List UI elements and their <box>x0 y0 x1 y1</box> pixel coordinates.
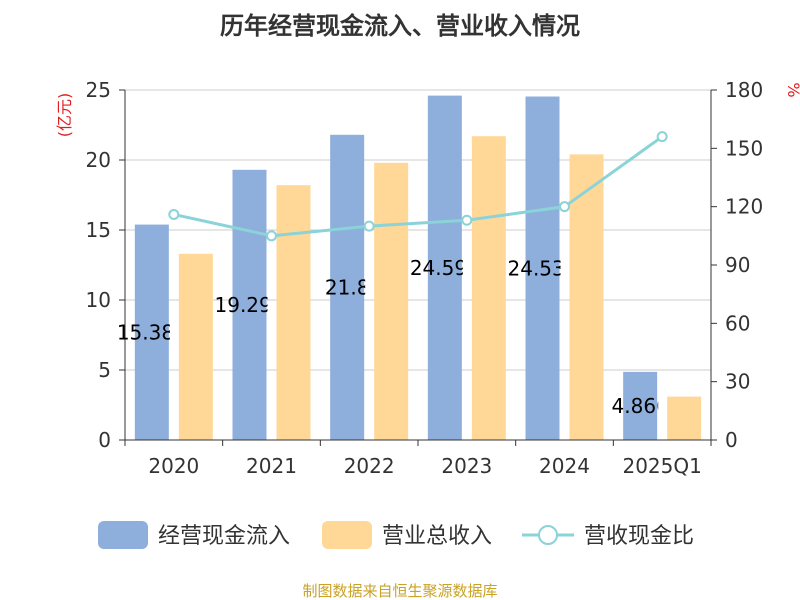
data-label-2025Q1: 4.866 <box>612 394 669 418</box>
bar-revenue-2021 <box>276 185 311 440</box>
data-label-2024: 24.534 <box>508 256 578 280</box>
data-label-2022: 21.8 <box>325 275 370 299</box>
bar-revenue-2020 <box>178 253 213 440</box>
x-tick-label: 2020 <box>148 454 199 478</box>
x-tick-label: 2025Q1 <box>622 454 701 478</box>
legend-swatch-revenue <box>322 521 372 549</box>
y-left-tick-label: 25 <box>86 78 111 102</box>
chart-title: 历年经营现金流入、营业收入情况 <box>220 12 580 40</box>
x-tick-label: 2023 <box>441 454 492 478</box>
axes: 0 5 10 15 20 25 0 30 60 90 120 150 180 2020 2021 2022 20… <box>86 78 764 478</box>
bar-revenue-2024 <box>569 154 604 440</box>
source-note: 制图数据来自恒生聚源数据库 <box>302 582 497 600</box>
x-tick-label: 2024 <box>539 454 590 478</box>
legend-label-ratio: 营收现金比 <box>584 524 694 549</box>
bar-revenue-2023 <box>471 136 506 440</box>
bar-cash-inflow-2022 <box>330 134 365 441</box>
y-left-tick-label: 20 <box>86 148 111 172</box>
y-left-tick-label: 10 <box>86 288 111 312</box>
ratio-point-2025Q1 <box>656 131 668 143</box>
x-tick-label: 2021 <box>246 454 297 478</box>
ratio-line <box>168 131 668 242</box>
ratio-line-path <box>173 135 664 238</box>
ratio-point-2023 <box>461 214 473 226</box>
y-left-tick-label: 0 <box>98 428 111 452</box>
legend-label-cash-inflow: 经营现金流入 <box>158 524 290 549</box>
y-right-unit: % <box>784 82 800 97</box>
bar-revenue-2022 <box>374 162 409 441</box>
ratio-point-2024 <box>559 201 570 213</box>
y-right-tick-label: 30 <box>725 370 750 394</box>
y-left-tick-label: 15 <box>86 218 111 242</box>
bar-cash-inflow-2021 <box>232 169 267 440</box>
y-right-tick-label: 90 <box>725 253 750 277</box>
legend-swatch-cash-inflow <box>98 521 148 549</box>
bar-cash-inflow-2024 <box>525 96 560 441</box>
y-right-tick-label: 120 <box>725 195 763 219</box>
bar-cash-inflow-2023 <box>427 95 462 441</box>
ratio-point-2021 <box>266 230 277 242</box>
x-tick-label: 2022 <box>344 454 395 478</box>
data-label-2023: 24.598 <box>410 256 480 280</box>
ratio-point-2022 <box>363 220 375 232</box>
bar-cash-inflow-2025Q1 <box>623 371 658 440</box>
y-right-tick-label: 180 <box>725 78 763 102</box>
data-label-2021: 19.299 <box>215 293 285 317</box>
grid-lines <box>125 89 711 371</box>
y-left-tick-label: 5 <box>98 358 111 382</box>
bar-cash-inflow-2020 <box>134 224 169 440</box>
ratio-point-2020 <box>168 208 180 220</box>
y-right-tick-label: 0 <box>725 428 738 452</box>
bar-revenue-2025Q1 <box>667 396 702 440</box>
data-label-2020: 15.387 <box>117 320 187 344</box>
legend: 经营现金流入 营业总收入 营收现金比 <box>98 521 694 549</box>
y-left-unit: (亿元) <box>55 93 74 138</box>
legend-label-revenue: 营业总收入 <box>382 524 492 549</box>
bars <box>134 95 702 441</box>
y-right-tick-label: 60 <box>725 311 750 335</box>
data-labels: 15.387 19.299 21.8 24.598 24.534 4.866 <box>117 256 669 418</box>
legend-swatch-ratio-marker <box>538 525 558 545</box>
y-right-tick-label: 150 <box>725 136 763 160</box>
